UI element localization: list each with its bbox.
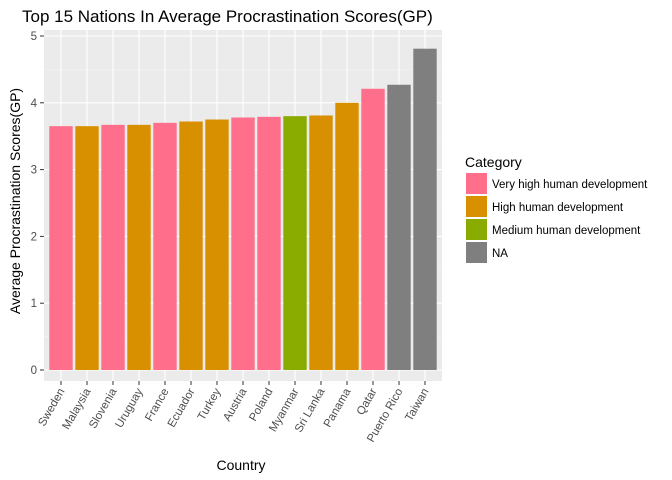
y-axis: 0 1 2 3 4 5 (31, 31, 44, 377)
x-axis: SwedenMalaysiaSloveniaUruguayFranceEcuad… (36, 381, 432, 445)
legend-swatch (466, 196, 487, 217)
x-axis-title: Country (216, 457, 265, 473)
bar-myanmar (283, 116, 307, 370)
y-tick-label: 1 (31, 298, 37, 310)
y-tick-label: 5 (31, 31, 37, 43)
bar-taiwan (413, 48, 437, 370)
bar-puerto-rico (387, 84, 411, 370)
bar-uruguay (127, 124, 151, 371)
x-tick-label: Poland (247, 387, 275, 424)
y-tick-label: 2 (31, 231, 37, 243)
bar-poland (257, 116, 281, 370)
x-tick-label: France (143, 387, 171, 424)
bar-sweden (49, 126, 73, 371)
chart-title: Top 15 Nations In Average Procrastinatio… (22, 7, 433, 26)
bar-ecuador (179, 121, 203, 370)
bar-slovenia (101, 124, 125, 371)
bar-france (153, 122, 177, 370)
legend-label: NA (492, 248, 508, 260)
bar-austria (231, 117, 255, 370)
legend-swatch (466, 173, 487, 194)
bar-panama (335, 102, 359, 371)
x-tick-label: Turkey (196, 386, 224, 422)
bar-malaysia (75, 126, 99, 371)
legend-swatch (466, 242, 487, 263)
legend-title: Category (465, 154, 522, 170)
bar-qatar (361, 88, 385, 370)
y-tick-label: 3 (31, 165, 37, 177)
bar-sri-lanka (309, 115, 333, 370)
legend-label: Medium human development (492, 225, 641, 237)
x-tick-label: Austria (221, 386, 250, 424)
legend-label: High human development (492, 202, 624, 214)
y-tick-label: 4 (31, 98, 38, 110)
legend-label: Very high human development (492, 179, 648, 191)
x-tick-label: Taiwan (403, 387, 431, 424)
bar-turkey (205, 119, 229, 370)
legend: Category Very high human development High… (465, 154, 648, 263)
legend-swatch (466, 219, 487, 240)
x-tick-label: Qatar (355, 386, 380, 417)
y-tick-label: 0 (31, 365, 37, 377)
bars (49, 48, 437, 371)
y-axis-title: Average Procrastination Scores(GP) (7, 88, 23, 314)
